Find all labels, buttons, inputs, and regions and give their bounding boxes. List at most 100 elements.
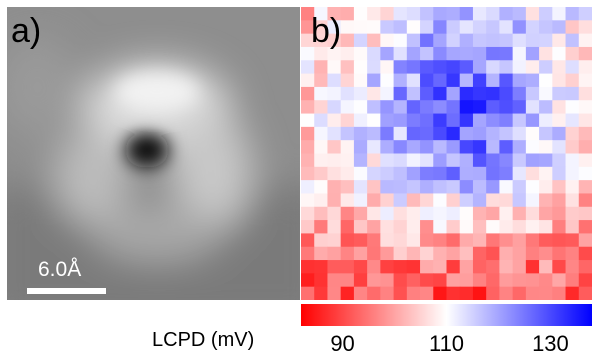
lcpd-pixel [327, 46, 342, 61]
lcpd-pixel [380, 260, 395, 274]
lcpd-pixel [565, 46, 580, 61]
lcpd-pixel [446, 246, 461, 261]
lcpd-pixel [486, 20, 501, 35]
lcpd-pixel [420, 100, 434, 115]
lcpd-pixel [472, 180, 487, 195]
lcpd-pixel [301, 260, 315, 274]
lcpd-pixel [380, 206, 395, 221]
lcpd-pixel [499, 153, 514, 168]
lcpd-pixel [512, 286, 527, 300]
lcpd-pixel [459, 166, 474, 181]
lcpd-pixel [512, 100, 527, 115]
lcpd-pixel [486, 7, 501, 21]
lcpd-pixel [353, 140, 368, 155]
lcpd-pixel [459, 33, 474, 48]
lcpd-pixel [406, 246, 421, 261]
lcpd-pixel [525, 33, 540, 48]
lcpd-pixel [446, 153, 461, 168]
lcpd-pixel [552, 246, 567, 261]
lcpd-pixel [565, 206, 580, 221]
lcpd-pixel [367, 7, 381, 21]
lcpd-pixel [406, 286, 421, 300]
lcpd-pixel [472, 86, 487, 101]
lcpd-pixel [565, 193, 580, 208]
lcpd-pixel [565, 286, 580, 300]
lcpd-pixel [499, 273, 514, 288]
lcpd-pixel [433, 246, 448, 261]
lcpd-pixel [578, 260, 592, 274]
lcpd-pixel [301, 60, 315, 75]
lcpd-pixel [327, 153, 342, 168]
lcpd-pixel [353, 20, 368, 35]
lcpd-pixel [486, 86, 501, 101]
lcpd-pixel [380, 193, 395, 208]
lcpd-pixel [433, 73, 448, 88]
lcpd-pixel [380, 33, 395, 48]
lcpd-pixel [406, 60, 421, 75]
lcpd-pixel [353, 126, 368, 141]
lcpd-pixel [459, 153, 474, 168]
lcpd-pixel [367, 126, 381, 141]
lcpd-pixel [539, 220, 553, 235]
lcpd-pixel [525, 126, 540, 141]
lcpd-pixel [327, 206, 342, 221]
lcpd-pixel [327, 86, 342, 101]
lcpd-pixel [459, 7, 474, 21]
lcpd-pixel [539, 193, 553, 208]
lcpd-pixel [406, 113, 421, 128]
lcpd-pixel [340, 60, 355, 75]
lcpd-pixel [393, 7, 408, 21]
lcpd-pixel [512, 7, 527, 21]
lcpd-pixel [486, 46, 501, 61]
lcpd-pixel [340, 286, 355, 300]
lcpd-pixel [393, 180, 408, 195]
lcpd-pixel [314, 100, 329, 115]
lcpd-pixel [301, 46, 315, 61]
lcpd-pixel [552, 273, 567, 288]
lcpd-pixel [340, 246, 355, 261]
lcpd-pixel [301, 126, 315, 141]
lcpd-pixel [446, 60, 461, 75]
lcpd-pixel [420, 86, 434, 101]
lcpd-pixel [353, 33, 368, 48]
lcpd-pixel [552, 193, 567, 208]
lcpd-pixel [327, 166, 342, 181]
lcpd-pixel [446, 260, 461, 274]
lcpd-pixel [565, 86, 580, 101]
lcpd-pixel [539, 113, 553, 128]
lcpd-pixel [446, 100, 461, 115]
lcpd-pixel [512, 33, 527, 48]
lcpd-pixel [433, 193, 448, 208]
lcpd-pixel [525, 140, 540, 155]
lcpd-pixel [459, 286, 474, 300]
lcpd-pixel [340, 33, 355, 48]
lcpd-pixel [420, 113, 434, 128]
lcpd-pixel [552, 153, 567, 168]
lcpd-pixel [420, 20, 434, 35]
lcpd-pixel [380, 60, 395, 75]
lcpd-pixel [380, 153, 395, 168]
lcpd-pixel [499, 33, 514, 48]
lcpd-pixel [367, 180, 381, 195]
lcpd-pixel [314, 113, 329, 128]
lcpd-pixel [367, 73, 381, 88]
lcpd-pixel [446, 20, 461, 35]
lcpd-pixel [301, 206, 315, 221]
lcpd-pixel [367, 153, 381, 168]
lcpd-pixel [539, 126, 553, 141]
lcpd-pixel [327, 220, 342, 235]
lcpd-pixel [301, 180, 315, 195]
lcpd-pixel [393, 126, 408, 141]
lcpd-pixel [525, 86, 540, 101]
lcpd-pixel [340, 233, 355, 248]
lcpd-pixel [459, 73, 474, 88]
lcpd-pixel [512, 86, 527, 101]
lcpd-pixel [459, 233, 474, 248]
lcpd-pixel [380, 273, 395, 288]
lcpd-pixel [380, 20, 395, 35]
lcpd-pixel [433, 233, 448, 248]
lcpd-pixel [459, 220, 474, 235]
lcpd-pixel [314, 206, 329, 221]
lcpd-pixel [512, 126, 527, 141]
lcpd-pixel [367, 233, 381, 248]
